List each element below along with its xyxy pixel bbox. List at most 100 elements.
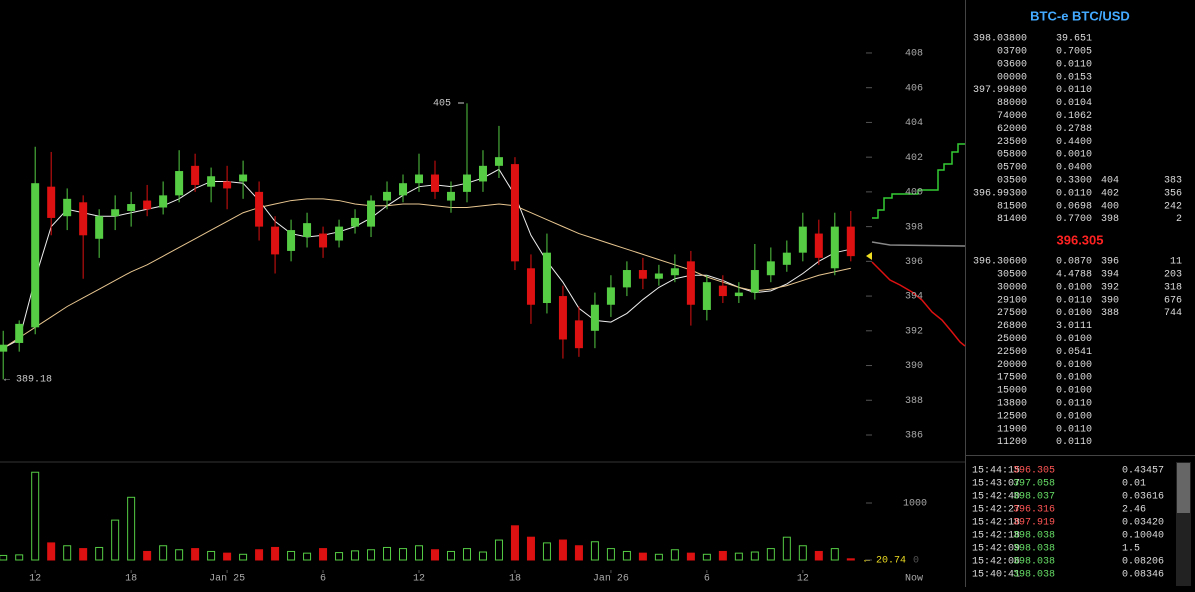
ask-level: 402 [1101, 188, 1119, 199]
volume-bar [79, 548, 88, 561]
ask-amount: 0.4400 [1056, 137, 1092, 148]
candle-body [111, 209, 120, 217]
volume-bar [175, 549, 184, 561]
volume-bar [462, 548, 471, 561]
bid-level-volume: 11 [1170, 257, 1182, 268]
candle-body [223, 181, 232, 189]
ask-amount: 0.0400 [1056, 163, 1092, 174]
ask-amount: 0.0104 [1056, 98, 1092, 109]
volume-bar [127, 496, 136, 561]
trade-time: 15:42:27 [972, 505, 1020, 516]
volume-bar [718, 550, 727, 561]
volume-bar [239, 553, 248, 561]
candle-body [558, 296, 567, 340]
volume-bar [542, 542, 551, 561]
volume-bar [415, 545, 424, 561]
ask-price: 396.99300 [973, 188, 1027, 199]
trade-price: 398.037 [1013, 492, 1055, 503]
candle-body [31, 183, 40, 328]
candle-body [638, 270, 647, 279]
y-tick-label: 386 [905, 431, 923, 442]
bid-price: 30000 [997, 282, 1027, 293]
bid-amount: 0.0870 [1056, 257, 1092, 268]
ask-level-volume: 242 [1164, 201, 1182, 212]
x-tick-label: 6 [320, 574, 326, 585]
bid-price: 11200 [997, 437, 1027, 448]
trade-price: 398.038 [1013, 531, 1055, 542]
title: BTC-e BTC/USD [1030, 8, 1130, 23]
ask-amount: 0.0010 [1056, 150, 1092, 161]
bid-price: 29100 [997, 295, 1027, 306]
candle-body [654, 273, 663, 279]
trade-amount: 2.46 [1122, 505, 1146, 516]
candle-body [734, 292, 743, 297]
candle-body [431, 174, 439, 192]
y-tick-label: 406 [905, 83, 923, 94]
ask-price: 05700 [997, 163, 1027, 174]
candle-body [590, 304, 599, 331]
volume-bar [830, 548, 839, 561]
scrollbar-thumb[interactable] [1177, 463, 1190, 513]
volume-bar [654, 553, 663, 561]
ask-price: 03600 [997, 59, 1027, 70]
y-tick-label: 398 [905, 222, 923, 233]
y-tick-label: 408 [905, 49, 923, 60]
bid-level-volume: 203 [1164, 270, 1182, 281]
ask-price: 74000 [997, 111, 1027, 122]
ask-price: 81400 [997, 214, 1027, 225]
ask-level: 404 [1101, 176, 1119, 187]
bid-level: 394 [1101, 270, 1119, 281]
candle-body [462, 174, 471, 192]
candle-body [510, 164, 519, 262]
trade-price: 397.058 [1013, 479, 1055, 490]
trade-price: 396.305 [1013, 466, 1055, 477]
trade-amount: 0.03420 [1122, 518, 1164, 529]
trade-amount: 0.03616 [1122, 492, 1164, 503]
volume-bar [734, 552, 743, 561]
trade-time: 15:42:09 [972, 544, 1020, 555]
ask-amount: 0.0110 [1056, 59, 1092, 70]
volume-bar [367, 549, 376, 561]
candle-body [830, 226, 839, 269]
candle-body [287, 230, 296, 251]
x-tick-label: 18 [509, 574, 521, 585]
y-tick-label: 0 [913, 556, 919, 567]
volume-bar [478, 551, 487, 561]
volume-bar [574, 545, 583, 561]
volume-bar [351, 550, 360, 561]
volume-bar [526, 536, 535, 561]
last-price: 396.305 [1057, 232, 1104, 247]
candle-body [0, 344, 8, 352]
annotation: ← 389.18 [4, 375, 52, 386]
candle-body [766, 261, 775, 276]
volume-bar [255, 549, 264, 561]
candle-body [191, 165, 200, 185]
volume-bar [766, 548, 775, 561]
ask-price: 03500 [997, 176, 1027, 187]
candle-body [782, 252, 791, 265]
bid-level: 392 [1101, 282, 1119, 293]
candle-body [702, 282, 711, 310]
bid-price: 20000 [997, 360, 1027, 371]
volume-bar [31, 471, 40, 561]
x-tick-label: Now [905, 574, 923, 585]
candle-body [207, 176, 216, 187]
candle-body [846, 226, 855, 257]
trade-amount: 0.43457 [1122, 466, 1164, 477]
x-tick-label: 12 [413, 574, 425, 585]
candle-body [63, 198, 72, 217]
volume-bar [63, 545, 72, 561]
bid-price: 15000 [997, 386, 1027, 397]
bid-amount: 0.0100 [1056, 308, 1092, 319]
bid-level-volume: 676 [1164, 295, 1182, 306]
y-tick-label: 404 [905, 118, 923, 129]
x-tick-label: Jan 25 [209, 574, 245, 585]
candle-body [574, 320, 583, 349]
volume-bar [590, 541, 599, 561]
ask-amount: 0.0698 [1056, 201, 1092, 212]
bid-level-volume: 318 [1164, 282, 1182, 293]
volume-bar [271, 546, 280, 561]
volume-bar [431, 549, 439, 561]
bid-amount: 3.0111 [1056, 321, 1092, 332]
